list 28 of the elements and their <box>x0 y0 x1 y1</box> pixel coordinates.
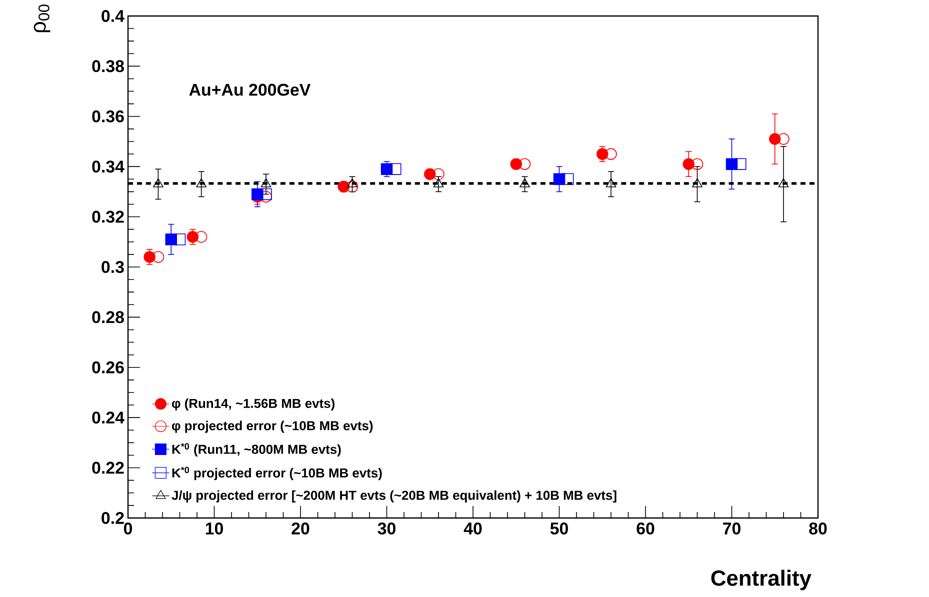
y-tick-label: 0.38 <box>92 60 124 72</box>
y-axis-title: ρ$_{00}$ <box>34 4 50 32</box>
legend-label: φ (Run14, ~1.56B MB evts) <box>172 398 334 411</box>
x-tick-label: 80 <box>809 522 827 534</box>
x-tick-label: 60 <box>636 522 654 534</box>
x-tick-label: 50 <box>550 522 568 534</box>
x-axis-title: Centrality <box>711 570 812 590</box>
y-tick-label: 0.4 <box>102 10 124 22</box>
x-tick-label: 40 <box>464 522 482 534</box>
y-tick-label: 0.24 <box>92 412 124 424</box>
y-tick-label: 0.22 <box>92 462 124 474</box>
x-tick-label: 20 <box>292 522 310 534</box>
y-tick-label: 0.36 <box>92 110 124 122</box>
annotation: Au+Au 200GeV <box>189 84 311 96</box>
x-tick-label: 70 <box>723 522 740 534</box>
x-tick-label: 0 <box>124 522 132 534</box>
y-tick-label: 0.32 <box>92 210 124 223</box>
y-tick-label: 0.26 <box>92 361 124 374</box>
y-tick-label: 0.28 <box>92 311 124 324</box>
legend-label: φ projected error (~10B MB evts) <box>172 420 373 433</box>
legend-label: K$^{*0}$ (Run11, ~800M MB evts) <box>172 443 341 456</box>
y-tick-label: 0.3 <box>102 260 124 273</box>
y-tick-label: 0.2 <box>102 512 124 524</box>
x-tick-label: 10 <box>206 522 223 534</box>
legend-label: J/ψ projected error [~200M HT evts (~20B MB equivalent) + 10B MB evts] <box>172 490 616 502</box>
legend-label: K$^{*0}$ projected error (~10B MB evts) <box>172 466 382 480</box>
x-tick-label: 30 <box>378 522 396 535</box>
y-tick-label: 0.34 <box>92 160 124 173</box>
